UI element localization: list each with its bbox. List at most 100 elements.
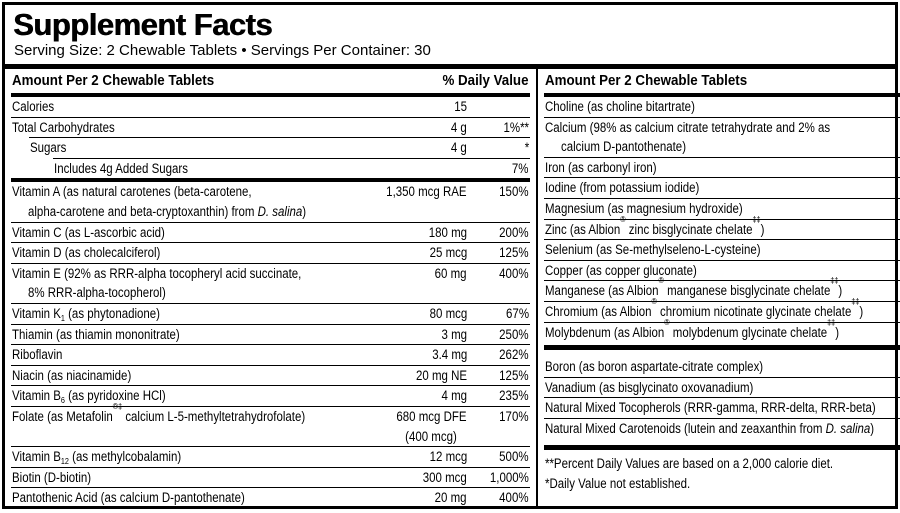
nutrient-daily-value: 400% bbox=[499, 265, 529, 281]
table-row: Vitamin E (92% as RRR-alpha tocopheryl a… bbox=[11, 262, 530, 303]
nutrient-name: Natural Mixed Carotenoids (lutein and ze… bbox=[544, 420, 875, 436]
nutrient-amount: 4 g bbox=[450, 119, 467, 135]
nutrient-amount: 680 mcg DFE (400 mcg) bbox=[396, 408, 467, 444]
table-row: Iron (as carbonyl iron)4 mg22% bbox=[543, 156, 900, 178]
nutrient-name: Vanadium (as bisglycinato oxovanadium) bbox=[544, 379, 754, 395]
nutrient-daily-value bbox=[468, 97, 530, 117]
table-row: Vitamin D (as cholecalciferol) 25 mcg 125% bbox=[11, 242, 530, 263]
nutrient-daily-value: * bbox=[524, 140, 529, 156]
table-row: Manganese (as Albion® manganese bisglyci… bbox=[543, 275, 900, 301]
table-row: Zinc (as Albion® zinc bisglycinate chela… bbox=[543, 214, 900, 240]
table-row: Thiamin (as thiamin mononitrate) 3 mg 250% bbox=[11, 323, 530, 345]
nutrient-daily-value: 7% bbox=[512, 160, 529, 176]
label-header: Supplement Facts Serving Size: 2 Chewabl… bbox=[5, 5, 895, 64]
table-row: Natural Mixed Carotenoids (lutein and ze… bbox=[543, 417, 900, 439]
footnote: *Daily Value not established. bbox=[544, 475, 691, 491]
nutrient-amount: 4 g bbox=[450, 140, 467, 156]
nutrient-name: Includes 4g Added Sugars bbox=[54, 160, 188, 176]
nutrient-amount: 1,350 mcg RAE bbox=[386, 184, 467, 200]
table-row: Calories 15 bbox=[11, 97, 530, 117]
label-title: Supplement Facts bbox=[13, 7, 273, 42]
table-row: Total Carbohydrates 4 g 1%** bbox=[11, 116, 530, 138]
header-divider bbox=[5, 64, 895, 69]
nutrient-name: Copper (as copper gluconate) bbox=[544, 262, 697, 278]
nutrient-amount: 180 mg bbox=[428, 224, 467, 240]
nutrient-name: Vitamin K1 (as phytonadione) bbox=[12, 305, 160, 323]
nutrient-name: Manganese (as Albion® manganese bisglyci… bbox=[544, 275, 843, 299]
amount-header-label: Amount Per 2 Chewable Tablets bbox=[544, 73, 748, 89]
nutrient-amount: 300 mcg bbox=[422, 469, 467, 485]
nutrient-name: Iodine (from potassium iodide) bbox=[544, 180, 700, 196]
nutrient-daily-value: 1%** bbox=[503, 119, 529, 135]
nutrient-daily-value: 235% bbox=[499, 388, 529, 404]
nutrient-daily-value: 200% bbox=[499, 224, 529, 240]
nutrient-daily-value: 125% bbox=[499, 245, 529, 261]
table-row: Chromium (as Albion® chromium nicotinate… bbox=[543, 297, 900, 322]
column-header-left: Amount Per 2 Chewable Tablets % Daily Va… bbox=[11, 69, 530, 97]
table-row: Molybdenum (as Albion® molybdenum glycin… bbox=[543, 316, 900, 343]
footnote: **Percent Daily Values are based on a 2,… bbox=[544, 455, 834, 471]
nutrient-amount: 60 mg bbox=[435, 265, 467, 281]
nutrient-name: Pantothenic Acid (as calcium D-pantothen… bbox=[12, 490, 245, 506]
serving-info: Serving Size: 2 Chewable Tablets • Servi… bbox=[14, 42, 431, 59]
rows-container-left: Calories 15 Total Carbohydrates 4 g 1%** Suga… bbox=[11, 97, 530, 508]
table-row: Folate (as Metafolin®‡ calcium L-5-methy… bbox=[11, 400, 530, 446]
nutrient-name: Total Carbohydrates bbox=[12, 119, 115, 135]
nutrient-name: Magnesium (as magnesium hydroxide) bbox=[544, 200, 743, 216]
table-row: Riboflavin 3.4 mg 262% bbox=[11, 344, 530, 365]
footnotes: **Percent Daily Values are based on a 2,… bbox=[543, 444, 900, 494]
table-row: Includes 4g Added Sugars 7% bbox=[53, 157, 530, 179]
table-row: Vitamin C (as L-ascorbic acid) 180 mg 200% bbox=[11, 221, 530, 243]
nutrient-daily-value: 500% bbox=[499, 449, 529, 465]
table-row: Boron (as boron aspartate-citrate comple… bbox=[543, 345, 900, 377]
nutrient-daily-value: 250% bbox=[499, 326, 529, 342]
nutrient-amount: 15 bbox=[454, 99, 467, 114]
nutrient-amount: 25 mcg bbox=[429, 245, 467, 261]
column-divider bbox=[535, 69, 538, 506]
table-row: Magnesium (as magnesium hydroxide)100 mg… bbox=[543, 197, 900, 219]
table-row: Calcium (98% as calcium citrate tetrahyd… bbox=[543, 116, 900, 157]
nutrient-daily-value: 1,000% bbox=[489, 469, 529, 485]
nutrient-daily-value: 67% bbox=[505, 305, 529, 321]
table-row: Vanadium (as bisglycinato oxovanadium)50… bbox=[543, 376, 900, 398]
table-row: Vitamin B6 (as pyridoxine HCl) 4 mg 235% bbox=[11, 385, 530, 406]
nutrient-name: Riboflavin bbox=[12, 347, 63, 363]
table-row: Niacin (as niacinamide) 20 mg NE 125% bbox=[11, 364, 530, 386]
daily-value-header-label: % Daily Value bbox=[442, 73, 529, 89]
nutrient-name: Vitamin A (as natural carotenes (beta-ca… bbox=[12, 184, 307, 219]
nutrient-daily-value: 150% bbox=[499, 184, 529, 200]
nutrient-name: Molybdenum (as Albion® molybdenum glycin… bbox=[544, 316, 839, 340]
nutrient-name: Thiamin (as thiamin mononitrate) bbox=[12, 326, 180, 342]
nutrient-name: Biotin (D-biotin) bbox=[12, 469, 92, 485]
nutrient-name: Vitamin B12 (as methylcobalamin) bbox=[12, 449, 182, 467]
nutrient-amount: 3.4 mg bbox=[431, 347, 467, 363]
nutrient-daily-value: 400% bbox=[499, 490, 529, 506]
nutrient-name: Vitamin D (as cholecalciferol) bbox=[12, 245, 161, 261]
nutrient-name: Boron (as boron aspartate-citrate comple… bbox=[544, 359, 764, 375]
nutrient-name: Natural Mixed Tocopherols (RRR-gamma, RR… bbox=[544, 400, 876, 416]
table-row: Vitamin K1 (as phytonadione) 80 mcg 67% bbox=[11, 302, 530, 324]
table-row: Iodine (from potassium iodide)150 mcg100… bbox=[543, 177, 900, 198]
table-row: Choline (as choline bitartrate)5 mg1% bbox=[544, 97, 900, 117]
nutrient-name: Sugars bbox=[30, 140, 67, 156]
nutrient-amount: 4 mg bbox=[441, 388, 467, 404]
table-row: Vitamin A (as natural carotenes (beta-ca… bbox=[11, 178, 530, 221]
nutrient-name: Niacin (as niacinamide) bbox=[12, 367, 132, 383]
nutrient-daily-value: 262% bbox=[499, 347, 529, 363]
nutrient-amount: 80 mcg bbox=[429, 305, 467, 321]
table-row: Sugars 4 g * bbox=[29, 137, 530, 158]
amount-header-label: Amount Per 2 Chewable Tablets bbox=[12, 73, 215, 89]
nutrient-name: Choline (as choline bitartrate) bbox=[544, 99, 695, 114]
nutrient-name: Vitamin C (as L-ascorbic acid) bbox=[12, 224, 165, 240]
nutrient-amount: 12 mcg bbox=[429, 449, 467, 465]
nutrient-name: Folate (as Metafolin®‡ calcium L-5-methy… bbox=[12, 400, 306, 424]
nutrition-table: Amount Per 2 Chewable Tablets % Daily Va… bbox=[5, 69, 900, 506]
nutrient-name: Calcium (98% as calcium citrate tetrahyd… bbox=[544, 119, 831, 155]
table-row: Biotin (D-biotin) 300 mcg 1,000% bbox=[11, 466, 530, 488]
nutrient-name: Calories bbox=[12, 99, 55, 114]
nutrient-amount bbox=[358, 159, 468, 179]
column-right: Amount Per 2 Chewable Tablets % Daily Va… bbox=[538, 69, 900, 506]
column-left: Amount Per 2 Chewable Tablets % Daily Va… bbox=[5, 69, 536, 506]
nutrient-daily-value: 125% bbox=[499, 367, 529, 383]
